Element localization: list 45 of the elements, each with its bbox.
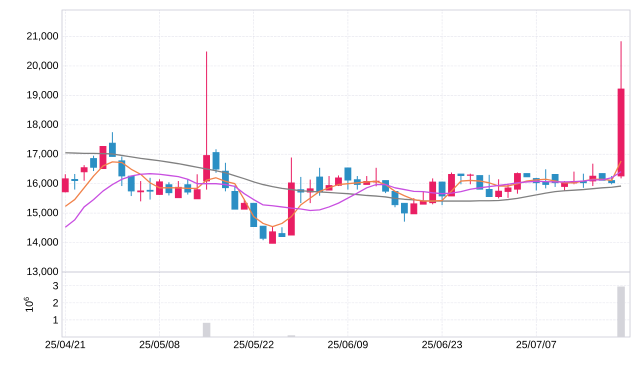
candlestick [410,198,418,215]
candlestick [194,174,201,200]
candlestick [401,202,408,222]
candlestick [458,173,464,185]
y-tick-label: 3 [53,282,58,290]
y-tick-label: 18,000 [27,120,58,130]
candlestick [231,184,238,210]
x-tick-label: 25/06/09 [328,340,368,348]
candlestick [118,156,126,187]
candlestick [466,173,474,185]
y-tick-label: 14,000 [27,238,58,247]
candlestick [504,183,512,198]
y-tick-label: 2 [53,299,58,306]
y-tick-label: 17,000 [27,150,58,159]
candlestick [561,180,568,192]
candlestick [71,173,78,190]
candlestick [156,178,163,196]
candlestick [128,174,135,197]
candlestick [316,167,324,196]
y-tick-label: 13,000 [27,268,58,276]
candlestick [344,167,352,190]
x-tick-label: 25/07/07 [516,340,556,348]
candlestick [90,155,97,172]
candlestick [260,226,267,241]
y-tick-label: 21,000 [27,32,58,41]
y-tick-label: 1 [53,316,58,324]
y-tick-label: 16,000 [27,179,58,188]
candlestick [62,174,69,194]
candlestick [269,226,276,244]
x-tick-label: 25/05/22 [234,340,274,348]
x-tick-label: 25/05/08 [140,340,180,348]
candlestick [438,181,446,206]
y-tick-label: 15,000 [27,208,58,218]
y-tick-label: 19,000 [27,91,58,100]
candlestick [80,164,88,182]
candlestick [212,148,220,174]
candlestick [278,226,286,238]
x-tick-label: 25/06/23 [422,340,462,348]
candlestick [495,178,502,199]
candlestick [108,132,116,158]
candlestick [486,174,493,198]
y-tick-label: 20,000 [27,62,58,70]
y-axis-title: 10$^{6}$ [24,297,33,312]
candlestick [137,180,144,202]
x-tick-label: 25/04/21 [45,340,86,348]
